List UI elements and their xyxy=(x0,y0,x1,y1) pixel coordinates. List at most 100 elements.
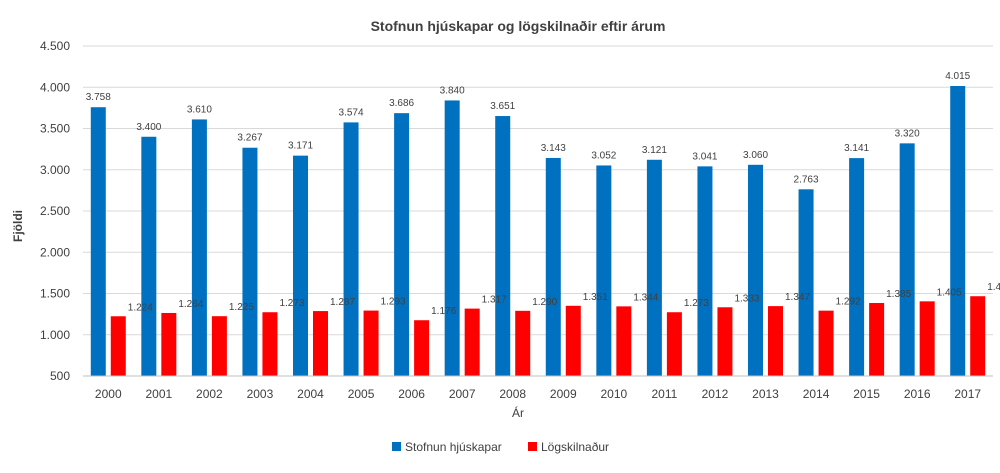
data-label: 3.171 xyxy=(288,141,313,152)
x-tick-label: 2002 xyxy=(196,387,223,401)
x-tick-label: 2004 xyxy=(297,387,324,401)
x-tick-label: 2014 xyxy=(803,387,830,401)
bar xyxy=(646,159,662,376)
data-label: 3.267 xyxy=(237,133,262,144)
x-tick-label: 2010 xyxy=(600,387,627,401)
bar xyxy=(414,320,430,376)
data-label: 3.041 xyxy=(692,151,717,162)
data-label: 1.467 xyxy=(987,282,1000,293)
data-label: 1.317 xyxy=(482,295,507,306)
legend-swatch-stofnun-hjuskapar xyxy=(392,442,401,451)
x-tick-label: 2013 xyxy=(752,387,779,401)
bar xyxy=(495,116,511,376)
x-tick-label: 2017 xyxy=(954,387,981,401)
data-label: 1.293 xyxy=(381,297,406,308)
x-tick-label: 2011 xyxy=(651,387,677,401)
bar xyxy=(343,122,359,377)
bar xyxy=(293,155,308,376)
bar xyxy=(161,312,177,376)
data-label: 3.574 xyxy=(339,107,364,118)
x-tick-label: 2007 xyxy=(449,387,476,401)
x-tick-label: 2009 xyxy=(550,387,577,401)
y-tick-label: 3.500 xyxy=(40,122,70,136)
y-tick-label: 4.500 xyxy=(40,39,70,53)
bar xyxy=(242,147,258,376)
data-label: 3.060 xyxy=(743,150,768,161)
data-label: 3.143 xyxy=(541,143,566,154)
bar xyxy=(211,316,227,376)
x-tick-label: 2000 xyxy=(95,387,122,401)
bar xyxy=(970,296,986,376)
data-label: 1.405 xyxy=(937,287,962,298)
data-label: 1.264 xyxy=(178,299,203,310)
data-label: 3.610 xyxy=(187,104,212,115)
bar xyxy=(798,189,814,376)
bar xyxy=(394,113,410,376)
bar xyxy=(545,157,561,376)
data-label: 3.400 xyxy=(136,122,161,133)
data-label: 3.758 xyxy=(86,92,111,103)
x-tick-label: 2016 xyxy=(904,387,931,401)
bar xyxy=(141,136,157,376)
x-tick-label: 2005 xyxy=(348,387,375,401)
data-label: 1.292 xyxy=(836,297,861,308)
y-axis-ticks: 500 1.000 1.500 2.000 2.500 3.000 3.500 4.000 4.… xyxy=(40,39,70,383)
bar xyxy=(748,164,763,376)
bar xyxy=(464,308,480,376)
chart-title: Stofnun hjúskapar og lögskilnaðir eftir … xyxy=(371,18,666,34)
data-label: 1.225 xyxy=(229,302,254,313)
bar xyxy=(616,306,632,376)
data-label: 1.287 xyxy=(330,297,355,308)
bar xyxy=(110,316,126,376)
x-axis-ticks: 2000 2001 2002 2003 2004 2005 2006 2007 2008 2009… xyxy=(95,387,981,401)
x-tick-label: 2012 xyxy=(702,387,729,401)
y-tick-label: 3.000 xyxy=(40,163,70,177)
data-label: 4.015 xyxy=(945,71,970,82)
data-label: 1.224 xyxy=(128,302,153,313)
y-axis-label: Fjöldi xyxy=(11,210,25,242)
bar xyxy=(919,301,935,376)
x-tick-label: 2015 xyxy=(853,387,880,401)
data-label: 1.347 xyxy=(785,292,810,303)
x-tick-label: 2008 xyxy=(499,387,526,401)
x-tick-label: 2003 xyxy=(247,387,274,401)
bar xyxy=(515,310,531,376)
bar xyxy=(565,305,581,376)
data-label: 3.320 xyxy=(895,128,920,139)
bar xyxy=(363,310,379,376)
bar xyxy=(849,158,865,376)
data-label: 1.385 xyxy=(886,289,911,300)
bars xyxy=(90,86,986,377)
bar xyxy=(818,310,834,376)
bar xyxy=(950,86,966,376)
gridlines xyxy=(83,45,993,336)
bar xyxy=(596,165,612,376)
data-label: 1.273 xyxy=(684,298,709,309)
bar xyxy=(899,143,915,376)
data-label: 3.141 xyxy=(844,143,869,154)
y-tick-label: 1.500 xyxy=(40,287,70,301)
legend: Stofnun hjúskapar Lögskilnaður xyxy=(392,440,609,454)
bar xyxy=(313,311,328,376)
x-tick-label: 2006 xyxy=(398,387,425,401)
y-tick-label: 500 xyxy=(50,369,70,383)
data-label: 1.290 xyxy=(532,297,557,308)
bar xyxy=(697,166,713,376)
y-tick-label: 2.000 xyxy=(40,245,70,259)
data-label: 1.333 xyxy=(734,293,759,304)
bar xyxy=(666,312,682,376)
bar xyxy=(444,100,460,376)
x-tick-label: 2001 xyxy=(145,387,172,401)
data-label: 1.273 xyxy=(279,298,304,309)
data-label: 2.763 xyxy=(794,174,819,185)
legend-label-logskilnadur: Lögskilnaður xyxy=(541,440,609,454)
data-label: 1.344 xyxy=(633,292,658,303)
bar xyxy=(717,307,733,376)
data-label: 1.176 xyxy=(431,306,456,317)
y-tick-label: 4.000 xyxy=(40,80,70,94)
y-tick-label: 1.000 xyxy=(40,328,70,342)
bar xyxy=(869,302,885,376)
data-label: 3.052 xyxy=(591,150,616,161)
